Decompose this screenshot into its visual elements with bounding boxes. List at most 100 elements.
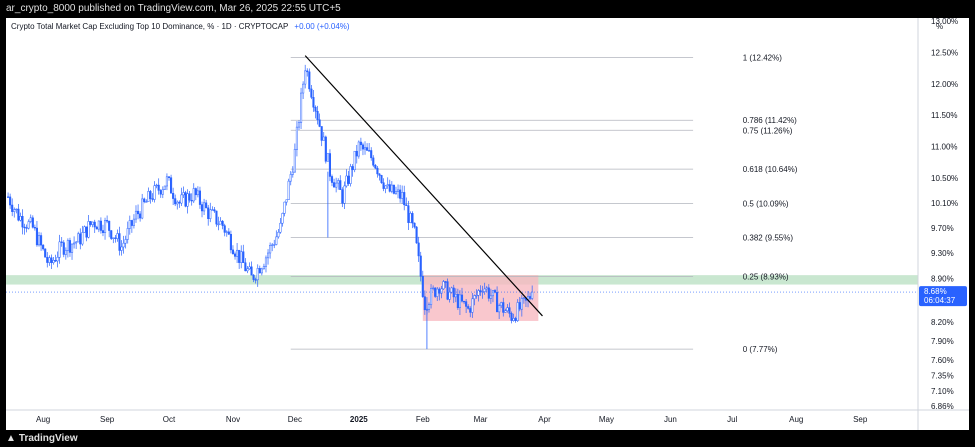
candle-body [291,171,294,175]
price-axis-unit: % [936,22,943,31]
y-tick-label: 8.20% [931,318,954,327]
candle-body [215,210,218,225]
chart-area[interactable]: 1 (12.42%) 0.786 (11.42%) 0.75 (11.26%) 0.6… [6,17,969,430]
candle-body [180,194,183,204]
candle-body [116,233,119,239]
candle-body [108,220,111,231]
candle-body [306,70,309,73]
candle-body [366,147,369,151]
candle-body [429,288,433,305]
candle-body [89,221,92,225]
candle-body [502,302,505,313]
candle-body [444,281,447,283]
candle-body [155,184,158,187]
candle-body [56,256,59,262]
candle-body [380,175,383,183]
x-tick-label: Dec [288,415,302,424]
candle-body [31,217,34,228]
candle-body [17,208,20,221]
candle-body [271,244,274,246]
candle-body [254,279,257,281]
candle-body [382,182,385,189]
candle-body [256,268,259,281]
candle-body [227,231,230,235]
candle-body [347,175,350,184]
candle-body [37,235,41,246]
candle-body [40,235,43,246]
legend-change: +0.00 (+0.04%) [294,22,350,31]
candle-body [205,202,208,209]
candle-body [297,122,301,128]
candle-body [209,209,212,219]
candle-body [118,233,121,251]
fib-level-label: 0.75 (11.26%) [743,126,793,135]
candle-body [438,288,441,294]
candle-body [498,305,501,313]
candle-body [7,196,10,198]
y-tick-label: 13.00% [931,18,958,26]
y-tick-label: 7.90% [931,337,954,346]
candle-body [337,180,340,184]
candle-body [211,209,214,211]
candle-body [44,248,47,258]
publisher-text: ar_crypto_8000 published on TradingView.… [6,3,341,14]
candle-body [112,237,115,239]
candle-body [139,213,142,219]
candle-body [242,251,245,263]
candle-body [64,250,67,255]
candle-body [361,144,365,150]
candle-body [252,274,255,280]
x-tick-label: Jun [664,415,677,424]
candle-body [368,150,371,152]
chart-canvas[interactable]: 1 (12.42%) 0.786 (11.42%)0.75 (11.26%) 0.6… [6,17,969,430]
candle-body [436,288,439,297]
candle-body [240,251,243,263]
candle-body [411,213,414,224]
candle-body [388,184,391,192]
candle-body [374,165,377,169]
candle-body [221,220,224,226]
candle-body [132,218,135,226]
candle-body [134,210,138,220]
y-tick-label: 9.70% [931,224,954,233]
candle-body [510,313,513,321]
x-tick-label: Nov [226,415,240,424]
candle-body [83,226,86,233]
tradingview-logo[interactable]: ▲ TradingView [6,430,78,447]
candle-body [229,233,232,251]
fib-level-label: 0.618 (10.64%) [743,165,798,174]
candle-body [467,306,470,309]
candle-body [275,236,278,245]
x-tick-label: May [599,415,614,424]
candle-body [289,174,292,182]
candle-body [512,318,515,321]
candle-body [401,192,404,199]
candle-body [264,257,268,267]
candle-body [151,198,154,200]
x-tick-label: Apr [538,415,551,424]
candle-body [394,191,398,194]
candle-body [122,242,125,248]
candle-body [458,294,461,308]
candle-body [188,193,191,201]
candle-body [145,201,148,203]
candle-body [54,260,57,262]
candle-body [516,302,519,321]
candle-body [50,257,53,263]
candle-body [339,180,342,190]
candle-body [399,189,402,199]
candle-body [508,307,511,314]
candle-body [353,150,356,171]
candle-body [378,173,381,176]
candle-body [351,166,354,171]
candle-body [279,222,282,233]
candle-body [312,97,315,108]
candle-body [442,281,445,290]
y-tick-label: 7.10% [931,387,954,396]
candle-body [21,216,24,228]
x-tick-label: Jul [727,415,737,424]
candle-body [417,242,420,257]
candle-body [163,185,166,190]
candle-body [161,189,164,195]
fib-level-label: 0.382 (9.55%) [743,234,794,243]
